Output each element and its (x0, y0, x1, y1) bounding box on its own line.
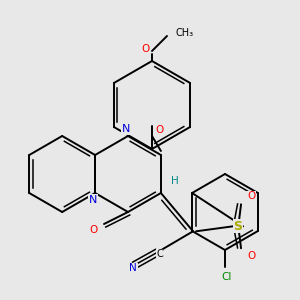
Text: O: O (247, 191, 255, 201)
Text: N: N (129, 263, 137, 273)
Text: CH₃: CH₃ (176, 28, 194, 38)
Text: S: S (233, 220, 242, 233)
Text: Cl: Cl (222, 272, 232, 282)
Text: C: C (156, 249, 163, 259)
Text: O: O (155, 125, 163, 135)
Text: N: N (89, 195, 97, 205)
Text: O: O (141, 44, 149, 54)
Text: O: O (90, 225, 98, 235)
Text: N: N (122, 124, 130, 134)
Text: O: O (247, 251, 255, 261)
Text: H: H (171, 176, 179, 186)
